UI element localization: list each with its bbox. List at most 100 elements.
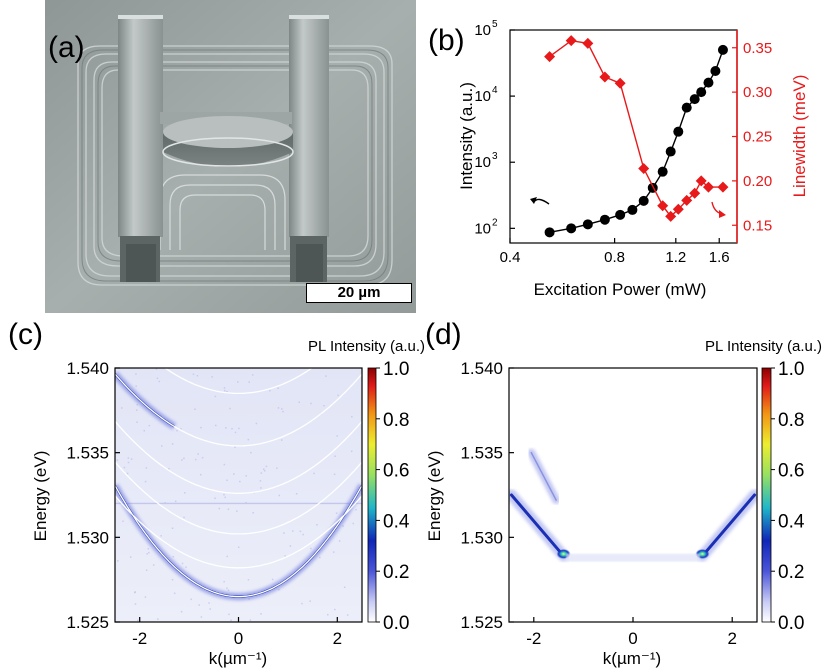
- panel-c-noise-speckle: [299, 530, 302, 533]
- panel-c-noise-speckle: [259, 480, 262, 482]
- panel-c-noise-speckle: [180, 610, 183, 613]
- panel-c-noise-speckle: [127, 457, 130, 459]
- panel-b-intensity-arrow: [533, 198, 550, 205]
- panel-b-ytick-left-exponent: 3: [492, 151, 498, 162]
- panel-b-ylabel-right: Linewidth (meV): [790, 75, 809, 198]
- panel-b-intensity-point: [689, 94, 700, 105]
- panel-b-ytick-left-label: 10: [474, 88, 491, 105]
- panel-c-noise-speckle: [338, 540, 341, 542]
- panel-c-noise-speckle: [184, 492, 186, 494]
- panel-b-label: (b): [428, 24, 465, 57]
- panel-b-intensity-point: [717, 44, 728, 55]
- panel-c-ytick-label: 1.540: [66, 359, 109, 378]
- panel-c-mode-curve: [115, 495, 362, 569]
- panel-c-noise-speckle: [234, 446, 236, 448]
- panel-d-left-branch: [509, 493, 566, 558]
- panel-c-noise-speckle: [269, 389, 271, 392]
- panel-d-colorbar: [761, 367, 772, 623]
- panel-c-noise-speckle: [148, 551, 150, 554]
- panel-d-colorbar-tick-label: 0.8: [778, 410, 804, 431]
- panel-c-noise-speckle: [173, 592, 176, 595]
- panel-c-noise-speckle: [176, 429, 178, 432]
- panel-d-colorbar-tick-label: 1.0: [778, 359, 804, 380]
- panel-c-noise-speckle: [160, 535, 162, 537]
- panel-c-noise-speckle: [309, 600, 311, 602]
- panel-c-mode-curve: [115, 461, 362, 535]
- panel-d-heatmap-background: [509, 368, 757, 622]
- panel-c-colorbar-tick-label: 0.0: [383, 613, 409, 634]
- panel-c-noise-speckle: [148, 424, 151, 427]
- panel-b-chart: Excitation Power (mW) Intensity (a.u.) L…: [457, 19, 809, 299]
- panel-c-noise-speckle: [248, 381, 250, 383]
- panel-c-noise-speckle: [252, 512, 254, 514]
- panel-c-noise-speckle: [237, 546, 240, 549]
- panel-c-noise-speckle: [223, 493, 225, 496]
- panel-c-noise-speckle: [255, 422, 258, 425]
- panel-c-noise-speckle: [346, 614, 349, 616]
- panel-c-noise-speckle: [171, 443, 174, 445]
- panel-c-noise-speckle: [298, 401, 301, 403]
- panel-b-linewidth-point: [657, 200, 669, 212]
- panel-b-intensity-point: [665, 146, 676, 157]
- panel-c-noise-speckle: [126, 472, 129, 475]
- panel-c-noise-speckle: [208, 602, 210, 604]
- panel-c-ylabel: Energy (eV): [31, 451, 50, 542]
- panel-c-noise-speckle: [245, 501, 247, 504]
- panel-c-colorbar-tick-label: 1.0: [383, 359, 409, 380]
- panel-b-ytick-left-label: 10: [474, 22, 491, 39]
- panel-b-ytick-right-label: 0.30: [743, 84, 772, 101]
- panel-b-intensity-point: [673, 126, 684, 137]
- panel-c-noise-speckle: [337, 394, 339, 397]
- panel-c-noise-speckle: [181, 459, 183, 461]
- panel-c-noise-speckle: [198, 604, 200, 606]
- panel-d-colorbar-tick-label: 0.6: [778, 461, 804, 482]
- panel-b-linewidth-point: [599, 71, 611, 83]
- panel-c-noise-speckle: [282, 410, 284, 413]
- panel-c-noise-speckle: [278, 494, 281, 497]
- panel-c-noise-speckle: [327, 613, 329, 616]
- panel-c-noise-speckle: [277, 387, 279, 389]
- panel-c-noise-speckle: [123, 466, 126, 469]
- panel-b-intensity-point: [599, 214, 610, 225]
- panel-c-noise-speckle: [116, 459, 119, 461]
- panel-c-noise-speckle: [129, 556, 132, 558]
- panel-c-noise-speckle: [277, 407, 280, 409]
- panel-c-noise-speckle: [226, 479, 228, 482]
- panel-c-noise-speckle: [137, 619, 139, 622]
- panel-b-linewidth-point: [702, 181, 714, 193]
- panel-c-noise-speckle: [200, 473, 202, 476]
- panel-c-noise-speckle: [313, 472, 315, 475]
- panel-d-colorbar-tick-label: 0.4: [778, 511, 805, 532]
- panel-b-intensity-point: [582, 219, 593, 230]
- panel-c-noise-speckle: [310, 402, 312, 405]
- panel-c-noise-speckle: [201, 456, 204, 459]
- panel-d-chart: Energy (eV) k(µm⁻¹) PL Intensity (a.u.) …: [425, 338, 822, 668]
- panel-d-xtick-label: 2: [727, 629, 736, 648]
- panel-c-noise-speckle: [231, 427, 233, 430]
- panel-d-xlabel: k(µm⁻¹): [603, 649, 661, 668]
- panel-b-linewidth-arrowhead: [719, 210, 726, 218]
- panel-b-linewidth-point: [638, 162, 650, 174]
- panel-c-noise-speckle: [225, 427, 227, 429]
- panel-c-noise-speckle: [200, 426, 202, 429]
- panel-b-linewidth-point: [689, 187, 701, 199]
- panel-c-mode-curve: [115, 485, 362, 598]
- panel-c-noise-speckle: [226, 587, 228, 589]
- panel-c-noise-speckle: [260, 487, 262, 489]
- panel-a-scale-bar: 20 µm: [306, 283, 412, 303]
- panel-c-xtick-label: 0: [234, 629, 243, 648]
- panel-c-colorbar: [367, 367, 377, 623]
- panel-b-ytick-left-exponent: 2: [492, 217, 498, 228]
- panel-c-noise-speckle: [249, 619, 252, 621]
- panel-b-ytick-left-label: 10: [474, 154, 491, 171]
- panel-c-noise-speckle: [284, 555, 286, 557]
- panel-d-right-branch: [700, 493, 757, 558]
- panel-c-noise-speckle: [302, 533, 304, 536]
- panel-c-noise-speckle: [172, 555, 175, 558]
- panel-c-noise-speckle: [134, 591, 136, 594]
- panel-c-noise-speckle: [183, 516, 185, 519]
- panel-c-noise-speckle: [319, 556, 321, 559]
- panel-b-intensity-point: [566, 223, 577, 234]
- panel-d-xtick-label: 0: [628, 629, 637, 648]
